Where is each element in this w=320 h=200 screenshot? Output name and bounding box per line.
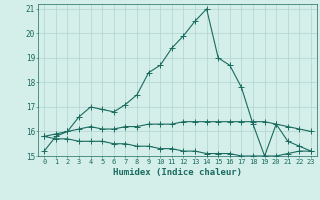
X-axis label: Humidex (Indice chaleur): Humidex (Indice chaleur)	[113, 168, 242, 177]
